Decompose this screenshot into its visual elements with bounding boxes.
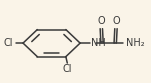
Text: NH₂: NH₂	[126, 38, 145, 48]
Text: Cl: Cl	[63, 64, 72, 74]
Text: O: O	[98, 16, 105, 26]
Text: Cl: Cl	[3, 38, 13, 48]
Text: NH: NH	[91, 38, 106, 48]
Text: O: O	[112, 16, 120, 26]
